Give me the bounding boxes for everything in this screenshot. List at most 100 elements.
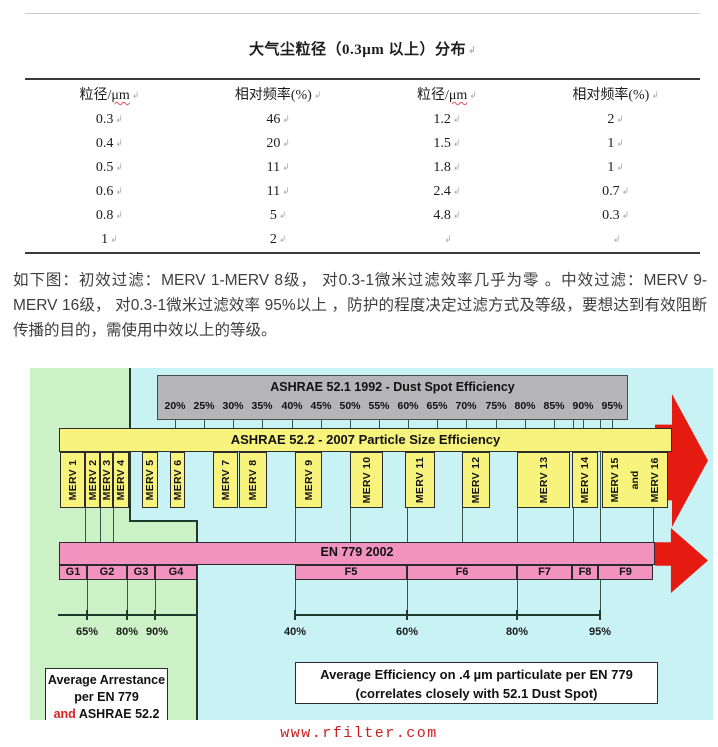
table-row: 0.3 ↲ 46 ↲ 1.2 ↲ 2 ↲: [25, 108, 700, 132]
merv-label: MERV 14: [579, 456, 591, 504]
body-paragraph: 如下图：初效过滤：MERV 1-MERV 8级， 对0.3-1微米过滤效率几乎为…: [13, 272, 707, 339]
table-cell: 1.5 ↲: [363, 136, 532, 152]
table-cell: 0.3 ↲: [531, 208, 700, 224]
segment-label: F7: [538, 566, 551, 578]
pct-tick: [612, 420, 613, 429]
merv-box-2: MERV 2: [85, 452, 100, 508]
cell-value: 0.3: [602, 208, 620, 223]
return-mark: ↲: [621, 211, 630, 221]
dust-spot-pct: 45%: [310, 400, 332, 412]
connector-line: [295, 580, 296, 615]
connector-line: [462, 508, 463, 542]
ashrae-522-title: ASHRAE 52.2 - 2007 Particle Size Efficie…: [230, 432, 501, 447]
cell-value: 4.8: [433, 208, 451, 223]
header-cell: 相对频率(%) ↲: [194, 84, 363, 104]
dust-spot-pct: 30%: [222, 400, 244, 412]
site-url-link[interactable]: www.rfilter.com: [280, 725, 438, 742]
segment-f9: F9: [598, 565, 653, 580]
cell-value: 5: [269, 208, 277, 223]
pct-tick: [525, 420, 526, 429]
cell-value: 46: [266, 112, 281, 127]
table-cell: 0.4 ↲: [25, 136, 194, 152]
efficiency-pct: 40%: [283, 626, 307, 638]
cell-value: 0.5: [95, 160, 114, 175]
return-mark: ↲: [452, 211, 461, 221]
return-mark: ↲: [115, 139, 123, 149]
segment-label: F5: [344, 566, 358, 578]
table-cell: 2 ↲: [194, 232, 363, 248]
merv-label: MERV 15: [609, 457, 621, 503]
dust-spot-pct: 20%: [164, 400, 186, 412]
dust-spot-pct: 80%: [514, 400, 536, 412]
connector-line: [113, 508, 114, 542]
cell-value: 1: [607, 136, 615, 151]
merv-label: MERV 13: [537, 456, 550, 504]
merv-box-5: MERV 5: [142, 452, 158, 508]
merv-box-9: MERV 9: [295, 452, 322, 508]
return-mark: ↲: [452, 163, 461, 173]
region-boundary-step: [129, 520, 198, 522]
merv-label: MERV 2: [86, 459, 99, 501]
merv-label: MERV 8: [247, 459, 259, 501]
merv-box-7: MERV 7: [213, 452, 238, 508]
return-mark: ↲: [452, 115, 461, 125]
en779-bar: [59, 542, 655, 565]
table-cell: 20 ↲: [194, 136, 363, 152]
pct-tick: [466, 420, 467, 429]
pct-tick: [408, 420, 409, 429]
merv-box-11: MERV 11: [405, 452, 435, 508]
table-bottom-border: [25, 252, 700, 254]
dust-spot-pct: 70%: [455, 400, 477, 412]
header-cell: 相对频率(%) ↲: [531, 84, 700, 104]
segment-f6: F6: [407, 565, 517, 580]
connector-line: [350, 508, 351, 542]
connector-line: [295, 508, 296, 542]
ashrae-521-bar: [157, 375, 628, 420]
red-arrow-lower: [655, 528, 708, 593]
table-cell: 0.5 ↲: [25, 160, 194, 176]
return-mark: ↲: [616, 139, 624, 149]
pct-tick: [350, 420, 351, 429]
connector-line: [155, 580, 156, 615]
cell-value: 1: [607, 160, 615, 175]
cell-value: 1.5: [433, 136, 451, 151]
dust-spot-pct: 65%: [426, 400, 448, 412]
merv-box-14: MERV 14: [572, 452, 598, 508]
cell-value: 2: [269, 232, 277, 247]
connector-line: [653, 508, 654, 542]
table-header-row: 粒径/μm ↲ 相对频率(%) ↲ 粒径/μm ↲ 相对频率(%) ↲: [25, 78, 700, 108]
return-mark: ↲: [110, 235, 118, 245]
note-line: and ASHRAE 52.2: [46, 706, 167, 720]
dust-spot-pct: 35%: [251, 400, 273, 412]
scale-tick: [599, 610, 601, 620]
return-mark: ↲: [313, 91, 322, 101]
return-mark: ↲: [621, 187, 630, 197]
return-mark: ↲: [115, 115, 123, 125]
dust-spot-pct: 85%: [543, 400, 565, 412]
merv-label: MERV 7: [219, 459, 232, 501]
scale-tick: [86, 610, 88, 620]
table-cell: 1.2 ↲: [363, 112, 532, 128]
table-cell: 4.8 ↲: [363, 208, 532, 224]
segment-label: G4: [168, 566, 184, 578]
arrestance-pct: 65%: [75, 626, 99, 638]
note-line: (correlates closely with 52.1 Dust Spot): [355, 686, 598, 701]
pct-tick: [321, 420, 322, 429]
return-mark: ↲: [115, 163, 123, 173]
header-unit: μm: [448, 88, 468, 103]
return-mark: ↲: [444, 235, 452, 245]
return-mark: ↲: [467, 46, 477, 56]
dust-spot-pct: 75%: [485, 400, 507, 412]
dust-spot-pct: 90%: [572, 400, 594, 412]
cell-value: 2.4: [433, 184, 451, 199]
table-row: 0.4 ↲ 20 ↲ 1.5 ↲ 1 ↲: [25, 132, 700, 156]
return-mark: ↲: [278, 235, 287, 245]
connector-line: [100, 508, 101, 542]
segment-g4: G4: [155, 565, 197, 580]
table-cell: 1 ↲: [531, 160, 700, 176]
cell-value: 0.4: [95, 136, 114, 151]
dust-spot-pct: 25%: [193, 400, 215, 412]
segment-label: F6: [455, 566, 469, 578]
pct-tick: [204, 420, 205, 429]
